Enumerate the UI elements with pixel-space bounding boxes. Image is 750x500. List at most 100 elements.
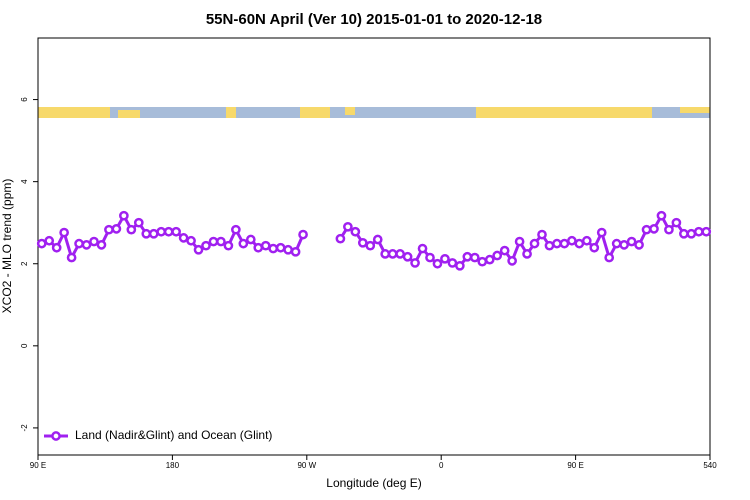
data-point	[208, 236, 219, 247]
data-point	[74, 238, 84, 249]
data-point	[253, 242, 264, 253]
data-point	[462, 251, 473, 262]
data-point	[380, 249, 391, 259]
y-tick-label: 6	[20, 97, 29, 102]
y-tick-label: -2	[20, 424, 29, 432]
data-point	[126, 224, 137, 235]
data-point	[44, 235, 55, 246]
data-point	[283, 244, 293, 255]
series-line	[41, 212, 305, 262]
data-point	[231, 224, 241, 235]
x-tick-label: 540	[703, 461, 717, 470]
data-point	[216, 236, 226, 247]
data-point	[574, 238, 585, 249]
land-segment	[680, 107, 710, 113]
data-point	[641, 224, 652, 235]
data-point	[552, 238, 562, 249]
data-point	[484, 254, 495, 265]
data-point	[96, 240, 107, 250]
x-tick-label: 0	[439, 461, 444, 470]
data-point	[343, 221, 353, 232]
land-segment	[345, 107, 355, 115]
data-point	[156, 226, 167, 237]
data-point	[447, 258, 458, 268]
data-point	[81, 240, 92, 250]
data-point	[679, 228, 689, 239]
data-point	[649, 224, 659, 234]
legend-marker	[51, 431, 61, 441]
data-point	[395, 249, 405, 259]
data-point	[514, 236, 525, 247]
data-point	[36, 238, 47, 249]
y-tick-label: 2	[20, 261, 29, 266]
data-point	[387, 249, 398, 259]
land-segment	[300, 107, 330, 118]
data-point	[469, 252, 480, 263]
data-point	[544, 240, 555, 251]
x-tick-label: 90 E	[30, 461, 46, 470]
data-point	[693, 226, 704, 237]
y-tick-label: 0	[20, 343, 29, 348]
data-point	[455, 260, 465, 271]
data-point	[589, 242, 600, 253]
data-point	[148, 228, 159, 239]
data-point	[178, 233, 189, 243]
x-tick-label: 90 E	[567, 461, 583, 470]
data-point	[432, 258, 443, 269]
data-point	[372, 234, 383, 245]
land-ocean-strip	[38, 107, 710, 118]
data-point	[133, 217, 144, 228]
data-point	[596, 227, 607, 238]
data-point	[357, 237, 368, 248]
data-point	[604, 252, 615, 263]
data-point	[223, 240, 234, 251]
data-point	[163, 226, 174, 237]
data-point	[119, 210, 129, 221]
data-point	[335, 233, 346, 244]
chart-title: 55N-60N April (Ver 10) 2015-01-01 to 202…	[206, 11, 542, 28]
data-point	[619, 240, 629, 250]
data-point	[66, 252, 77, 263]
land-segment	[118, 110, 140, 118]
x-axis-label: Longitude (deg E)	[326, 476, 421, 490]
data-point	[141, 228, 152, 239]
data-point	[260, 240, 271, 251]
data-point	[245, 234, 256, 245]
data-point	[186, 235, 196, 246]
data-point	[559, 238, 570, 249]
data-point	[417, 243, 428, 254]
data-point	[656, 210, 667, 221]
data-point	[51, 242, 62, 253]
data-point	[402, 251, 413, 262]
data-point	[567, 235, 577, 246]
data-point	[350, 226, 361, 237]
land-segment	[226, 107, 236, 118]
data-point	[290, 246, 301, 257]
data-point	[529, 238, 540, 249]
x-tick-label: 180	[166, 461, 180, 470]
data-point	[581, 235, 592, 246]
y-axis-label: XCO2 - MLO trend (ppm)	[0, 179, 14, 314]
x-tick-label: 90 W	[297, 461, 316, 470]
data-point	[499, 245, 510, 256]
data-point	[507, 256, 517, 266]
data-point	[59, 227, 69, 238]
ocean-band	[38, 107, 710, 118]
data-point	[492, 250, 503, 261]
data-point	[664, 224, 674, 235]
data-point	[298, 229, 308, 240]
y-tick-label: 4	[20, 179, 29, 184]
data-point	[89, 236, 99, 247]
data-point	[193, 244, 204, 255]
data-point	[410, 258, 420, 268]
data-point	[275, 242, 286, 253]
data-point	[611, 238, 622, 249]
data-point	[440, 253, 450, 264]
land-segment	[38, 107, 110, 118]
data-point	[111, 224, 122, 234]
data-point	[268, 243, 279, 254]
data-point	[634, 240, 644, 250]
legend-label: Land (Nadir&Glint) and Ocean (Glint)	[75, 428, 272, 442]
data-point	[365, 240, 376, 251]
data-point	[537, 229, 547, 240]
